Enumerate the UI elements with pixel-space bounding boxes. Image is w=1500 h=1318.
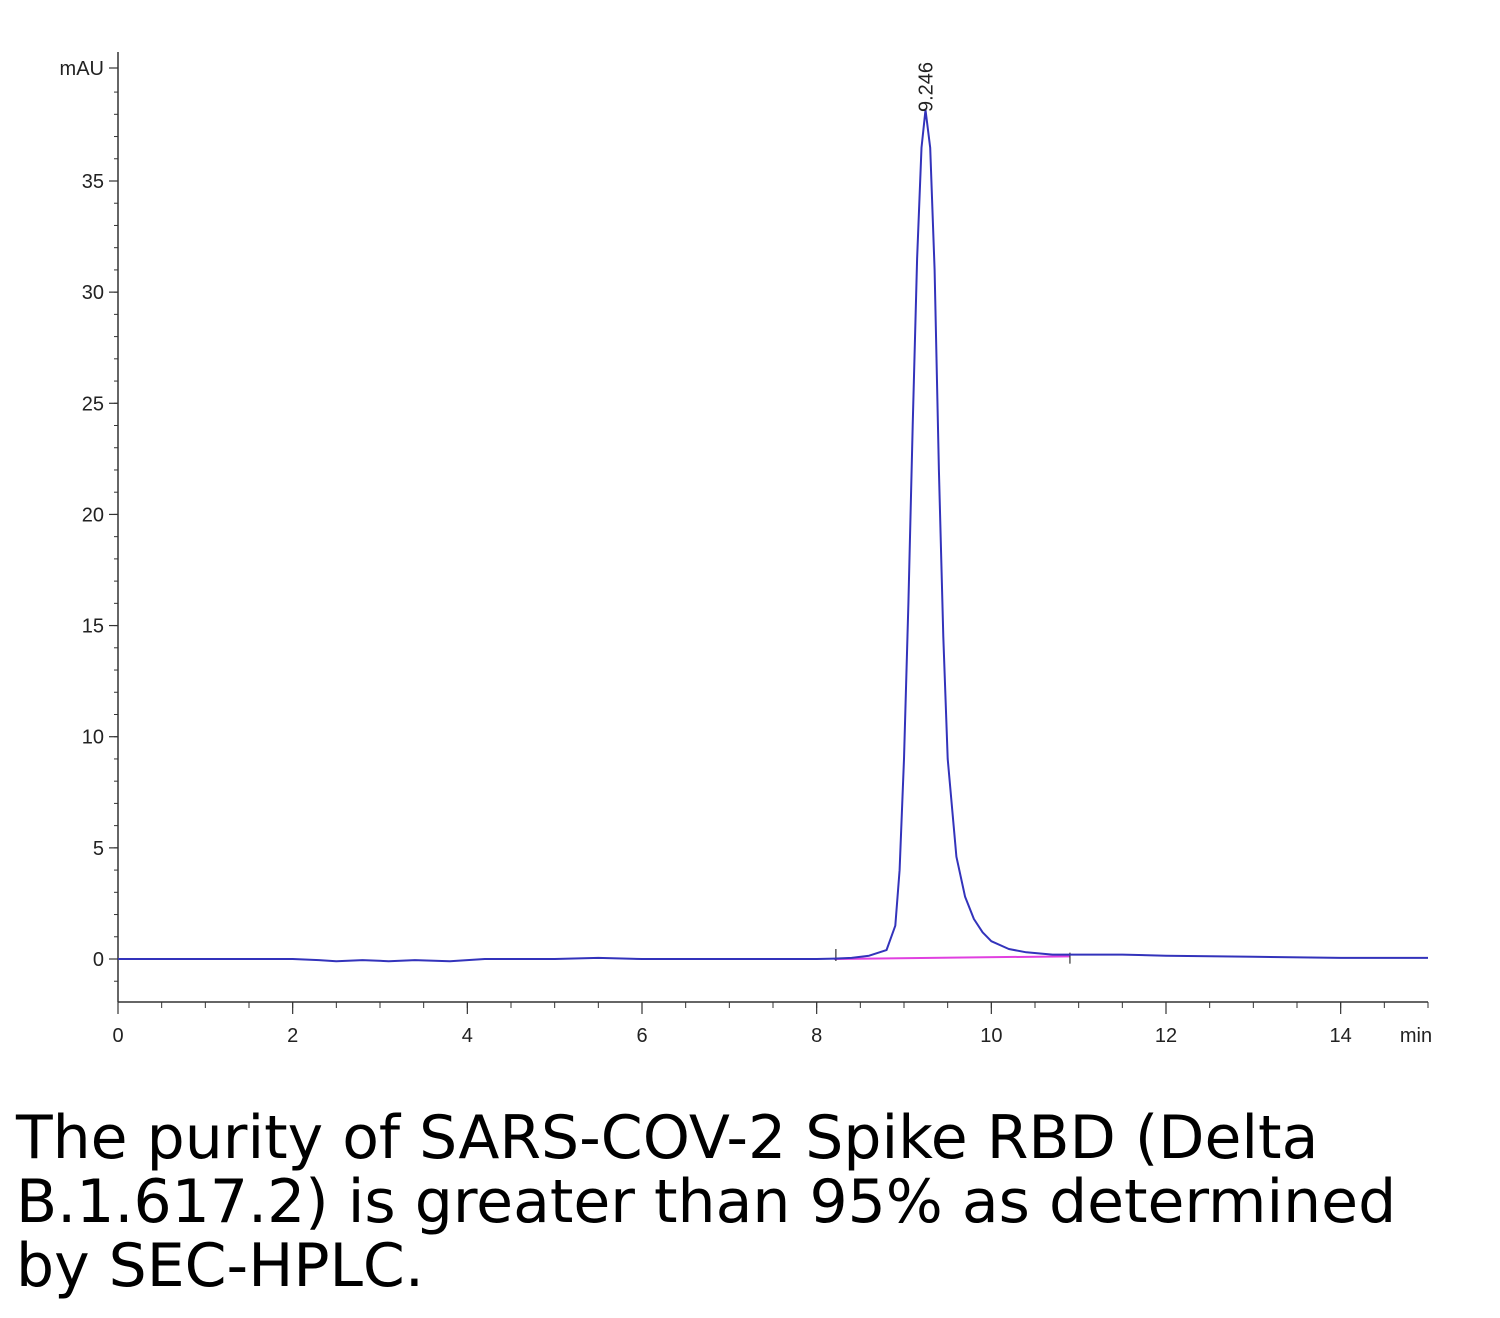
- caption-line-2: B.1.617.2) is greater than 95% as determ…: [16, 1167, 1397, 1237]
- x-tick-label: 12: [1155, 1025, 1177, 1047]
- y-tick-label: 5: [93, 838, 104, 860]
- axes: 0 5 10 15 20 25 30 35 mAU 0 2 4 6 8 10 12 14 min: [60, 52, 1432, 1047]
- x-unit-label: min: [1400, 1025, 1432, 1047]
- caption-line-1: The purity of SARS-COV-2 Spike RBD (Delt…: [16, 1103, 1319, 1173]
- y-tick-label: 10: [82, 727, 104, 749]
- peak-label: 9.246: [915, 62, 937, 112]
- caption-line-3: by SEC-HPLC.: [16, 1231, 424, 1301]
- x-tick-label: 8: [811, 1025, 822, 1047]
- x-tick-label: 10: [980, 1025, 1002, 1047]
- figure-caption: The purity of SARS-COV-2 Spike RBD (Delt…: [16, 1106, 1456, 1298]
- y-tick-label: 20: [82, 504, 104, 526]
- y-tick-label: 30: [82, 282, 104, 304]
- y-tick-label: 35: [82, 171, 104, 193]
- y-tick-label: 25: [82, 393, 104, 415]
- x-tick-label: 0: [112, 1025, 123, 1047]
- y-unit-label: mAU: [60, 58, 104, 80]
- integration-baseline: [834, 955, 1070, 960]
- plot-marks: 9.246: [118, 62, 1428, 964]
- chromatogram-chart: 0 5 10 15 20 25 30 35 mAU 0 2 4 6 8 10 12 14 min 9.246: [60, 52, 1432, 1047]
- x-tick-label: 14: [1330, 1025, 1352, 1047]
- x-tick-label: 2: [287, 1025, 298, 1047]
- x-tick-label: 4: [462, 1025, 473, 1047]
- x-tick-label: 6: [636, 1025, 647, 1047]
- y-tick-label: 15: [82, 616, 104, 638]
- y-tick-label: 0: [93, 949, 104, 971]
- series-line-1: [118, 108, 1428, 963]
